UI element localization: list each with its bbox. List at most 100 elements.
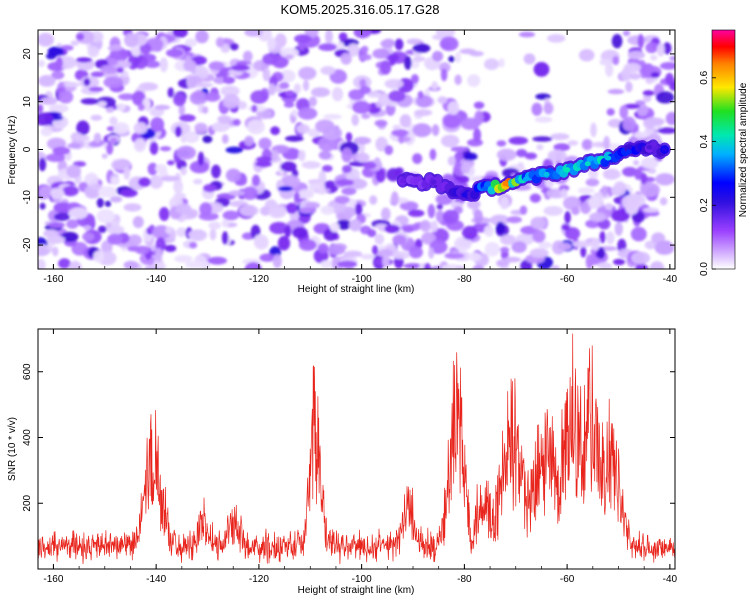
spectrogram-noise-blob — [359, 86, 371, 95]
spectrogram-noise-blob — [407, 209, 425, 217]
spectrogram-noise-blob — [308, 96, 317, 107]
spectrogram-noise-blob — [629, 73, 641, 80]
spectrogram-noise-blob — [38, 112, 54, 126]
spectrogram-noise-blob — [38, 258, 46, 269]
spectrogram-noise-blob — [47, 46, 64, 57]
spectrogram-noise-blob — [603, 135, 610, 150]
spectrogram-noise-blob — [380, 39, 395, 48]
spectrogram-noise-blob — [657, 127, 675, 134]
spectrogram-noise-blob — [96, 209, 115, 224]
spectrogram-y-ticks: -20 -10 0 10 20 — [22, 48, 675, 252]
spectrogram-noise-blob — [225, 146, 243, 154]
spectrogram-noise-blob — [599, 58, 612, 66]
spectrogram-noise-blob — [622, 116, 636, 132]
spectrogram-noise-blob — [185, 261, 205, 269]
spectrogram-noise-blob — [496, 148, 517, 161]
spectrogram-noise-blob — [48, 221, 65, 229]
x-tick-label: -120 — [249, 574, 269, 585]
spectrogram-noise-blob — [361, 113, 371, 119]
spectrogram-noise-blob — [436, 203, 443, 210]
spectrogram-noise-blob — [461, 162, 471, 175]
spectrogram-noise-blob — [483, 225, 494, 237]
spectrogram-noise-blob — [392, 124, 402, 130]
y-tick-label: 400 — [22, 429, 33, 446]
spectrogram-noise-blob — [572, 240, 592, 248]
spectrogram-noise-blob — [605, 62, 614, 77]
spectrogram-noise-blob — [366, 90, 381, 98]
spectrogram-noise-blob — [132, 90, 146, 106]
spectrogram-trail-point — [584, 161, 591, 167]
spectrogram-noise-blob — [473, 128, 482, 143]
spectrogram-noise-blob — [189, 160, 210, 174]
spectrogram-noise-blob — [402, 226, 415, 233]
spectrogram-noise-blob — [524, 152, 538, 160]
spectrogram-noise-blob — [640, 172, 648, 185]
spectrogram-noise-blob — [623, 103, 641, 109]
spectrogram-noise-blob — [317, 243, 329, 254]
spectrogram-noise-blob — [244, 30, 264, 37]
spectrogram-noise-blob — [649, 261, 665, 269]
spectrogram-x-ticks: -160 -140 -120 -100 -80 -60 -40 — [43, 30, 678, 285]
spectrogram-y-label: Frequency (Hz) — [7, 116, 18, 185]
spectrogram-noise-blob — [251, 104, 258, 113]
snr-series-line — [38, 333, 675, 565]
spectrogram-noise-blob — [318, 43, 337, 51]
spectrogram-noise-blob — [223, 76, 235, 85]
spectrogram-noise-blob — [564, 211, 571, 224]
spectrogram-noise-blob — [440, 134, 460, 148]
spectrogram-noise-blob — [103, 76, 124, 88]
spectrogram-noise-blob — [637, 34, 644, 49]
spectrogram-noise-blob — [75, 57, 93, 63]
spectrogram-noise-blob — [285, 90, 296, 97]
spectrogram-noise-blob — [208, 221, 221, 230]
spectrogram-noise-blob — [120, 188, 138, 198]
spectrogram-noise-blob — [106, 142, 114, 155]
spectrogram-noise-blob — [208, 61, 225, 71]
spectrogram-noise-blob — [611, 209, 630, 222]
spectrogram-noise-blob — [380, 60, 392, 75]
spectrogram-noise-blob — [315, 119, 335, 133]
spectrogram-noise-blob — [432, 50, 444, 62]
colorbar-tick-label: 0.4 — [699, 134, 710, 148]
spectrogram-noise-blob — [260, 206, 271, 216]
spectrogram-noise-blob — [351, 113, 360, 126]
spectrogram-noise-blob — [167, 160, 175, 166]
spectrogram-noise-blob — [178, 103, 186, 116]
spectrogram-noise-blob — [176, 227, 188, 238]
spectrogram-noise-blob — [374, 233, 385, 245]
spectrogram-noise-blob — [293, 192, 300, 204]
spectrogram-noise-blob — [195, 30, 209, 44]
spectrogram-x-label: Height of straight line (km) — [298, 284, 415, 295]
spectrogram-noise-blob — [291, 109, 298, 117]
spectrogram-noise-blob — [484, 58, 500, 70]
spectrogram-noise-blob — [284, 224, 292, 238]
spectrogram-noise-blob — [588, 195, 601, 209]
spectrogram-noise-blob — [511, 241, 527, 254]
spectrogram-noise-blob — [439, 36, 459, 52]
spectrogram-noise-blob — [45, 153, 66, 162]
spectrogram-trail-point — [461, 192, 468, 198]
spectrogram-noise-blob — [608, 172, 622, 178]
spectrogram-noise-blob — [496, 140, 507, 147]
spectrogram-noise-blob — [48, 104, 69, 113]
spectrogram-noise-blob — [155, 263, 167, 269]
spectrogram-noise-blob — [438, 62, 451, 73]
spectrogram-noise-blob — [213, 76, 227, 85]
spectrogram-noise-blob — [380, 207, 391, 221]
spectrogram-noise-blob — [63, 81, 81, 88]
spectrogram-noise-blob — [105, 222, 112, 229]
spectrogram-noise-blob — [40, 97, 58, 105]
spectrogram-noise-blob — [382, 254, 390, 268]
spectrogram-noise-blob — [285, 135, 304, 142]
spectrogram-noise-blob — [359, 53, 372, 61]
spectrogram-noise-blob — [133, 122, 148, 135]
spectrogram-noise-blob — [390, 191, 399, 207]
y-tick-label: 0 — [22, 146, 33, 152]
spectrogram-noise-blob — [352, 100, 371, 114]
spectrogram-noise-blob — [215, 37, 225, 48]
spectrogram-noise-blob — [298, 239, 317, 251]
spectrogram-noise-blob — [107, 233, 123, 245]
spectrogram-noise-blob — [536, 144, 544, 151]
spectrogram-noise-blob — [159, 207, 170, 221]
